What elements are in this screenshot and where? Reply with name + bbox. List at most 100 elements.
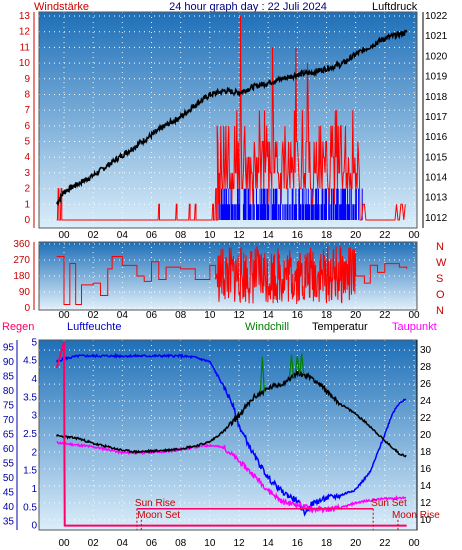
x-tick-label-bottom-8: 16 bbox=[292, 538, 304, 549]
temp-tick-label-7: 24 bbox=[420, 396, 432, 407]
rain-tick-label-8: 4 bbox=[31, 374, 37, 385]
left-axis-title: Windstärke bbox=[34, 1, 89, 13]
wind-tick-label-5: 5 bbox=[24, 137, 30, 148]
legend-dewpoint: Taupunkt bbox=[392, 321, 437, 333]
pressure-tick-label-2: 1014 bbox=[425, 173, 448, 184]
wind-tick-label-10: 10 bbox=[19, 58, 31, 69]
pressure-tick-label-3: 1015 bbox=[425, 152, 448, 163]
x-tick-label-top-6: 12 bbox=[233, 230, 245, 241]
sun-set-label: Sun Set bbox=[371, 498, 407, 509]
temp-tick-label-10: 30 bbox=[420, 345, 432, 356]
rain-tick-label-3: 1.5 bbox=[23, 466, 37, 477]
frame-p2 bbox=[38, 241, 418, 311]
wind-tick-label-12: 12 bbox=[19, 27, 31, 38]
x-tick-label-top-1: 02 bbox=[88, 230, 100, 241]
panel-wind-pressure-bg bbox=[39, 12, 417, 228]
windchill-peak-3 bbox=[299, 353, 305, 375]
x-tick-label-mid-2: 04 bbox=[117, 310, 129, 321]
wind-tick-label-0: 0 bbox=[24, 215, 30, 226]
pressure-tick-label-8: 1020 bbox=[425, 51, 448, 62]
dir-label-w: W bbox=[436, 257, 447, 269]
rain-tick-label-10: 5 bbox=[31, 337, 37, 348]
humidity-tick-label-10: 85 bbox=[3, 371, 15, 382]
x-tick-label-mid-10: 20 bbox=[350, 310, 362, 321]
legend-windchill: Windchill bbox=[245, 321, 289, 333]
temp-tick-label-0: 10 bbox=[420, 515, 432, 526]
wind-tick-label-7: 7 bbox=[24, 105, 30, 116]
x-tick-label-bottom-11: 22 bbox=[379, 538, 391, 549]
wind-tick-label-4: 4 bbox=[24, 152, 30, 163]
x-tick-label-mid-3: 06 bbox=[146, 310, 158, 321]
dir-label-n-top: N bbox=[436, 241, 444, 253]
legend-humidity: Luftfeuchte bbox=[67, 321, 121, 333]
humidity-tick-label-8: 75 bbox=[3, 400, 15, 411]
x-tick-label-top-3: 06 bbox=[146, 230, 158, 241]
humidity-tick-label-1: 40 bbox=[3, 502, 15, 513]
humidity-line bbox=[56, 352, 407, 517]
pressure-tick-label-1: 1013 bbox=[425, 193, 448, 204]
dir-tick-label-4: 360 bbox=[13, 239, 30, 250]
wind-tick-label-13: 13 bbox=[19, 11, 31, 22]
x-tick-label-top-12: 00 bbox=[408, 230, 420, 241]
pressure-tick-label-9: 1021 bbox=[425, 31, 448, 42]
dir-label-o: O bbox=[436, 289, 445, 301]
x-tick-label-bottom-0: 00 bbox=[58, 538, 70, 549]
temp-tick-label-5: 20 bbox=[420, 430, 432, 441]
x-tick-label-top-4: 08 bbox=[175, 230, 187, 241]
pressure-tick-label-4: 1016 bbox=[425, 132, 448, 143]
x-tick-label-bottom-7: 14 bbox=[263, 538, 275, 549]
panel-wind-direction bbox=[56, 245, 408, 305]
humidity-tick-label-2: 45 bbox=[3, 487, 15, 498]
temp-tick-label-8: 26 bbox=[420, 379, 432, 390]
humidity-tick-label-4: 55 bbox=[3, 458, 15, 469]
moon-set-label: Moon Set bbox=[137, 510, 180, 521]
temp-tick-label-3: 16 bbox=[420, 464, 432, 475]
x-tick-label-mid-8: 16 bbox=[292, 310, 304, 321]
panel-temperature-humidity: Sun Rise Sun Set Moon Set Moon Rise bbox=[55, 342, 440, 530]
wind-tick-label-6: 6 bbox=[24, 121, 30, 132]
rain-tick-label-9: 4.5 bbox=[23, 356, 37, 367]
x-tick-label-mid-12: 00 bbox=[408, 310, 420, 321]
x-tick-label-top-5: 10 bbox=[204, 230, 216, 241]
wind-tick-label-3: 3 bbox=[24, 168, 30, 179]
pressure-line bbox=[55, 29, 408, 207]
windchill-peak-0 bbox=[259, 356, 265, 393]
wind-tick-label-8: 8 bbox=[24, 89, 30, 100]
wind-tick-label-1: 1 bbox=[24, 199, 30, 210]
pressure-tick-label-6: 1018 bbox=[425, 92, 448, 103]
wind-tick-label-11: 11 bbox=[20, 42, 31, 53]
x-tick-label-mid-6: 12 bbox=[233, 310, 245, 321]
x-tick-label-top-7: 14 bbox=[263, 230, 275, 241]
x-tick-label-bottom-4: 08 bbox=[175, 538, 187, 549]
x-tick-label-bottom-3: 06 bbox=[146, 538, 158, 549]
x-tick-label-mid-1: 02 bbox=[88, 310, 100, 321]
dir-tick-label-2: 180 bbox=[13, 271, 30, 282]
panel-wind-pressure bbox=[55, 15, 408, 221]
x-tick-label-top-2: 04 bbox=[117, 230, 129, 241]
rain-total-line bbox=[55, 342, 407, 527]
wind-direction-line bbox=[56, 245, 408, 305]
temp-tick-label-9: 28 bbox=[420, 362, 432, 373]
axes: 0000000202020404040606060808081010101212… bbox=[3, 11, 448, 549]
moon-rise-label: Moon Rise bbox=[392, 510, 440, 521]
wind-tick-label-2: 2 bbox=[24, 184, 30, 195]
dir-tick-label-0: 0 bbox=[24, 303, 30, 314]
x-tick-label-bottom-5: 10 bbox=[204, 538, 216, 549]
pressure-tick-label-7: 1019 bbox=[425, 72, 448, 83]
humidity-tick-label-11: 90 bbox=[3, 357, 15, 368]
sun-rise-label: Sun Rise bbox=[135, 498, 176, 509]
rain-tick-label-6: 3 bbox=[31, 411, 37, 422]
humidity-tick-label-9: 80 bbox=[3, 386, 15, 397]
rain-tick-label-0: 0 bbox=[31, 521, 37, 532]
rain-tick-label-4: 2 bbox=[31, 447, 37, 458]
dir-tick-label-1: 90 bbox=[19, 287, 31, 298]
x-tick-label-top-9: 18 bbox=[321, 230, 333, 241]
x-tick-label-bottom-12: 00 bbox=[408, 538, 420, 549]
x-tick-label-top-10: 20 bbox=[350, 230, 362, 241]
humidity-tick-label-7: 70 bbox=[3, 415, 15, 426]
humidity-tick-label-12: 95 bbox=[3, 342, 15, 353]
frame-p1 bbox=[38, 11, 418, 229]
temp-tick-label-4: 18 bbox=[420, 447, 432, 458]
